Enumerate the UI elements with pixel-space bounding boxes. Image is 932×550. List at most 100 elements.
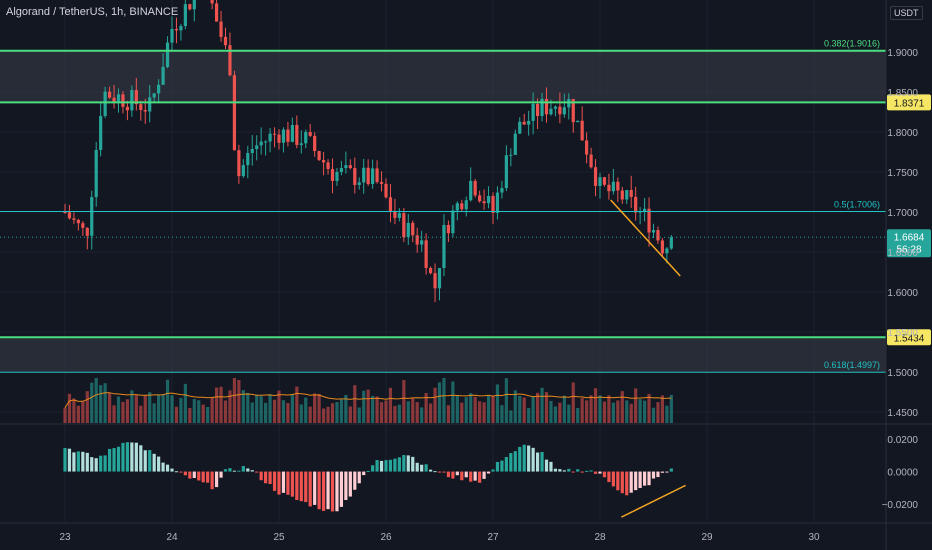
volume-bar xyxy=(259,396,263,423)
histogram-bar xyxy=(402,455,406,472)
candle-body xyxy=(228,45,232,76)
histogram-bar xyxy=(397,457,401,472)
price-tick-label: 1.5000 xyxy=(887,368,918,379)
volume-bar xyxy=(277,390,281,423)
level-axis-label: 1.8371 xyxy=(894,98,925,109)
histogram-bar xyxy=(415,462,419,472)
histogram-bar xyxy=(379,460,384,472)
time-tick-label: 30 xyxy=(808,532,820,543)
volume-bar xyxy=(540,387,544,423)
volume-bar xyxy=(375,396,379,423)
histogram-bar xyxy=(406,455,410,472)
histogram-bar xyxy=(620,471,624,494)
candle-body xyxy=(174,29,179,31)
volume-bar xyxy=(165,379,170,423)
histogram-bar xyxy=(174,471,179,473)
volume-bar xyxy=(544,392,549,423)
volume-bar xyxy=(638,399,642,423)
histogram-bar xyxy=(513,451,517,472)
volume-bar xyxy=(576,407,580,423)
volume-bar xyxy=(585,400,589,423)
histogram-bar xyxy=(304,471,308,503)
histogram-bar xyxy=(366,470,370,472)
candle-body xyxy=(607,184,611,192)
candle-body xyxy=(522,121,526,125)
trend-lines[interactable] xyxy=(610,199,686,518)
histogram-bar xyxy=(201,471,205,483)
histogram-bar xyxy=(371,465,375,472)
volume-bar xyxy=(513,390,517,423)
candle-body xyxy=(321,160,326,163)
histogram-bar xyxy=(411,456,415,472)
candle-body xyxy=(598,177,602,186)
volume-bar xyxy=(602,401,607,423)
candle-body xyxy=(130,90,134,111)
volume-bar xyxy=(571,382,575,423)
candle-body xyxy=(384,183,388,198)
volume-bar xyxy=(393,405,397,423)
candle-body xyxy=(339,168,344,172)
volume-bar xyxy=(76,405,80,423)
volume-bar xyxy=(535,392,540,423)
candle-body xyxy=(143,109,147,112)
candle-body xyxy=(540,98,544,116)
candle-body xyxy=(486,195,491,204)
histogram-bar xyxy=(116,446,121,472)
candle-body xyxy=(335,171,339,181)
volume-bar xyxy=(125,399,130,423)
histogram-bar xyxy=(148,450,152,472)
histogram-bar xyxy=(602,471,607,478)
price-trend-line[interactable] xyxy=(610,199,681,277)
histogram-bar xyxy=(268,471,272,485)
histogram-bar xyxy=(437,471,442,473)
volume-bar xyxy=(81,400,85,423)
horizontal-levels[interactable]: 0.382(1.9016) 1.8371 0.5(1.7006) 1.5434 0.61… xyxy=(0,39,931,373)
volume-bar xyxy=(442,378,446,423)
histogram-bar xyxy=(651,471,656,479)
volume-bar xyxy=(330,403,335,423)
time-tick-label: 26 xyxy=(380,532,392,543)
candle-body xyxy=(170,29,174,43)
histogram-bar xyxy=(272,471,277,491)
volume-bar xyxy=(344,394,348,423)
candle-body xyxy=(602,177,607,185)
candle-body xyxy=(518,121,522,134)
candle-body xyxy=(656,230,660,241)
candle-body xyxy=(460,203,464,210)
candle-body xyxy=(576,120,580,123)
histogram-bar xyxy=(255,471,259,473)
volume-bar xyxy=(130,390,134,423)
histogram-bar xyxy=(134,442,138,472)
volume-bar xyxy=(357,407,361,423)
candle-body xyxy=(366,167,370,185)
price-tick-label: 1.5500 xyxy=(887,328,918,339)
volume-bar xyxy=(206,406,210,423)
histogram-bar xyxy=(63,447,67,472)
price-tick-label: 1.9000 xyxy=(887,48,918,59)
histogram-bar xyxy=(76,451,80,472)
currency-label[interactable]: USDT xyxy=(890,6,923,20)
histogram-trend-line[interactable] xyxy=(621,484,686,518)
candle-body xyxy=(620,190,624,200)
volume-bar xyxy=(286,403,290,423)
candle-body xyxy=(214,3,219,22)
volume-bar xyxy=(607,395,611,423)
histogram-bar xyxy=(593,471,598,474)
volume-bar xyxy=(335,402,339,423)
candle-body xyxy=(246,153,250,166)
volume-bar xyxy=(522,397,526,423)
candle-body xyxy=(388,197,393,212)
histogram-bar xyxy=(295,471,299,500)
candle-body xyxy=(264,141,268,143)
volume-bar xyxy=(420,407,424,423)
histogram-bar xyxy=(616,471,620,491)
candle-body xyxy=(660,240,665,254)
candle-body xyxy=(509,154,513,156)
volume-bar xyxy=(558,402,562,423)
histogram-bar xyxy=(384,460,388,472)
histogram-bar xyxy=(344,471,348,500)
candle-body xyxy=(464,200,468,210)
candle-body xyxy=(451,210,455,234)
histogram-bar xyxy=(567,468,571,472)
